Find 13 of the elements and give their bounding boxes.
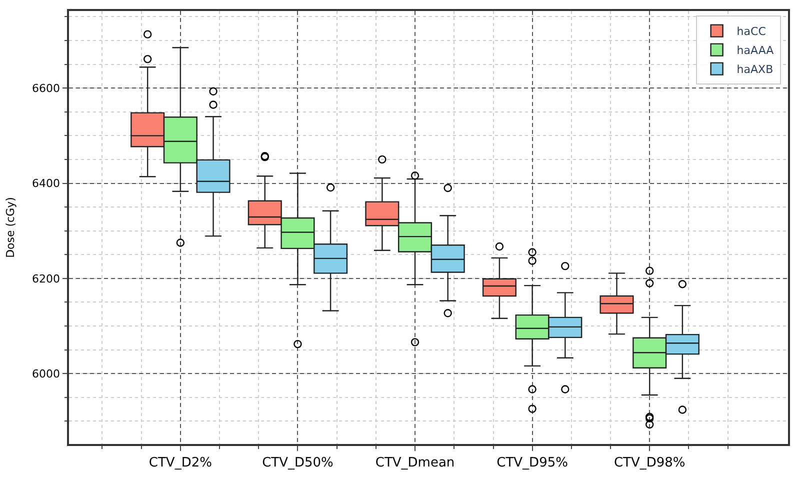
legend-label: haAAA bbox=[736, 44, 774, 58]
x-tick-label: CTV_D2% bbox=[148, 455, 212, 470]
x-tick-label: CTV_D50% bbox=[262, 455, 334, 470]
x-tick-label: CTV_Dmean bbox=[375, 455, 455, 470]
y-tick-label: 6000 bbox=[32, 367, 60, 380]
y-tick-label: 6600 bbox=[32, 82, 60, 95]
x-tick-label: CTV_D95% bbox=[496, 455, 568, 470]
x-tick-label: CTV_D98% bbox=[614, 455, 686, 470]
y-axis-title: Dose (cGy) bbox=[4, 197, 18, 258]
y-tick-label: 6200 bbox=[32, 272, 60, 286]
y-tick-label: 6400 bbox=[32, 177, 60, 190]
legend-label: haAXB bbox=[736, 63, 774, 76]
legend-label: haCC bbox=[736, 25, 766, 38]
